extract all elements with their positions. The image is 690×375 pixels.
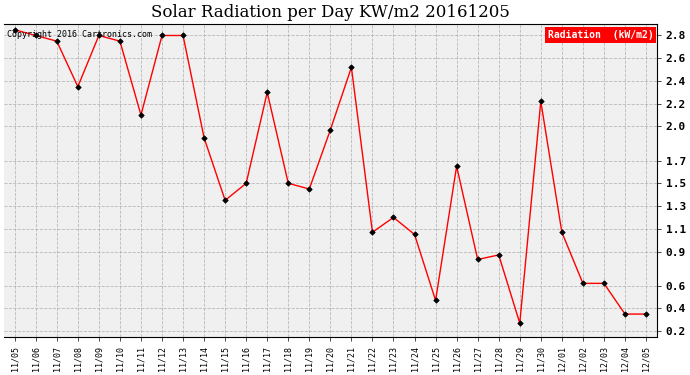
Title: Solar Radiation per Day KW/m2 20161205: Solar Radiation per Day KW/m2 20161205 [151,4,510,21]
Text: Radiation  (kW/m2): Radiation (kW/m2) [548,30,653,40]
Text: Copyright 2016 Cartronics.com: Copyright 2016 Cartronics.com [8,30,152,39]
